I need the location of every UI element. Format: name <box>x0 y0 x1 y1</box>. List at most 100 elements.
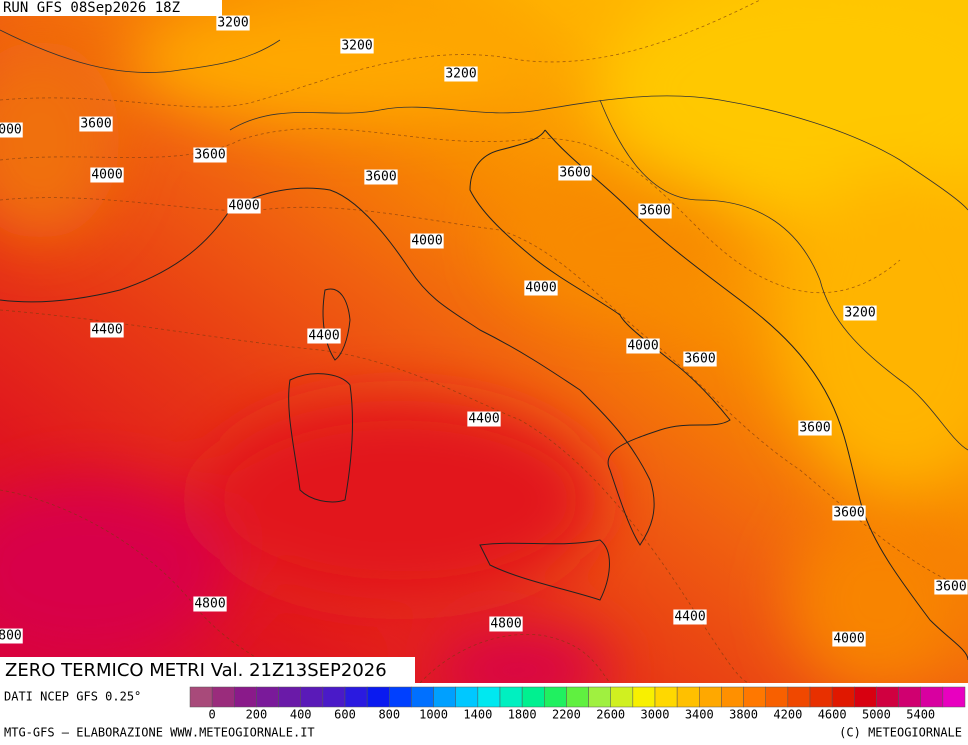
contour-label-box <box>524 280 558 296</box>
coastline-sardinia <box>288 373 353 503</box>
contour-label-box <box>90 167 124 183</box>
legend-tick-label: 2200 <box>552 708 581 722</box>
contour-label: 4400 <box>674 610 705 625</box>
contour-label: 4800 <box>194 597 225 612</box>
contour-label-box <box>832 505 866 521</box>
legend-swatch <box>544 686 567 708</box>
legend-swatch <box>743 686 766 708</box>
legend-swatch <box>876 686 899 708</box>
contour-label: 3200 <box>217 16 248 31</box>
run-label: RUN GFS 08Sep2026 18Z <box>3 0 180 16</box>
isoline <box>0 197 968 591</box>
contour-label: 3600 <box>684 352 715 367</box>
legend-swatch <box>256 686 279 708</box>
contour-label-box <box>673 609 707 625</box>
contour-label-box <box>0 122 23 138</box>
legend-swatch <box>300 686 324 708</box>
legend-swatch <box>433 686 456 708</box>
legend-swatch <box>898 686 921 708</box>
legend-swatch <box>499 686 523 708</box>
legend-swatch <box>566 686 589 708</box>
coastline-france <box>0 209 231 303</box>
legend-swatch <box>521 686 545 708</box>
source-label: DATI NCEP GFS 0.25° <box>4 690 141 704</box>
legend-tick-label: 2600 <box>596 708 625 722</box>
contour-label: 4000 <box>627 339 658 354</box>
contour-label-box <box>489 616 523 632</box>
legend-swatch <box>942 686 966 708</box>
run-box <box>0 0 222 16</box>
legend-swatch <box>721 686 744 708</box>
contour-label: 4400 <box>308 329 339 344</box>
contour-label: 3600 <box>559 166 590 181</box>
contour-label: 3200 <box>844 306 875 321</box>
legend-swatch <box>389 686 412 708</box>
contour-label-box <box>0 628 23 644</box>
contour-label-box <box>558 165 592 181</box>
contour-label: 3200 <box>445 67 476 82</box>
border-line <box>229 95 968 211</box>
contour-label: 3600 <box>639 204 670 219</box>
contour-label: 3600 <box>80 117 111 132</box>
legend-tick-label: 3000 <box>641 708 670 722</box>
field-blob <box>500 170 740 310</box>
contour-label-box <box>626 338 660 354</box>
legend-tick-label: 4200 <box>773 708 802 722</box>
contour-label: 4000 <box>833 632 864 647</box>
legend-swatch <box>787 686 811 708</box>
contour-label: 4400 <box>468 412 499 427</box>
coastline-balkans <box>544 129 968 661</box>
legend-swatch <box>920 686 944 708</box>
contour-label-box <box>307 328 341 344</box>
contour-label-box <box>340 38 374 54</box>
contour-label-box <box>90 322 124 338</box>
legend-swatch <box>588 686 611 708</box>
contour-label-box <box>638 203 672 219</box>
footer-right: (C) METEOGIORNALE <box>839 726 962 740</box>
legend-swatch <box>632 686 656 708</box>
legend-swatch <box>322 686 346 708</box>
contour-label-box <box>216 15 250 31</box>
legend-tick-label: 5000 <box>862 708 891 722</box>
contour-label: 3600 <box>194 148 225 163</box>
legend-swatch <box>234 686 257 708</box>
legend-tick-label: 3800 <box>729 708 758 722</box>
legend-tick-label: 1000 <box>419 708 448 722</box>
legend-swatch <box>676 686 700 708</box>
legend-tick-label: 1400 <box>463 708 492 722</box>
legend-swatch <box>831 686 855 708</box>
coastline-corsica <box>322 288 351 361</box>
legend-tick-label: 5400 <box>906 708 935 722</box>
map-title: ZERO TERMICO METRI Val. 21Z13SEP2026 <box>5 660 387 681</box>
contour-label-box <box>843 305 877 321</box>
isoline <box>419 633 611 683</box>
field-blob <box>0 40 120 240</box>
contour-label-box <box>832 631 866 647</box>
legend-swatch <box>699 686 722 708</box>
contour-label: 3600 <box>365 170 396 185</box>
contour-label-box <box>467 411 501 427</box>
legend-swatch <box>189 686 213 708</box>
border-line <box>0 29 281 73</box>
contour-label: 4400 <box>91 323 122 338</box>
legend-tick-label: 4600 <box>818 708 847 722</box>
legend-tick-label: 1800 <box>508 708 537 722</box>
contour-label: 3600 <box>935 580 966 595</box>
legend-swatch <box>854 686 877 708</box>
field-blob <box>600 0 968 210</box>
legend-swatch <box>455 686 479 708</box>
legend-tick-label: 800 <box>378 708 400 722</box>
contour-label: 4000 <box>411 234 442 249</box>
legend-swatch <box>809 686 833 708</box>
legend-swatch <box>654 686 678 708</box>
field-blob <box>790 510 968 683</box>
contour-label: 3600 <box>799 421 830 436</box>
field-blob <box>200 400 600 600</box>
contour-label: 3600 <box>833 506 864 521</box>
legend-tick-label: 600 <box>334 708 356 722</box>
legend-swatch <box>477 686 501 708</box>
coastline-italy <box>229 129 731 546</box>
isoline <box>0 0 761 108</box>
contour-label-box <box>798 420 832 436</box>
